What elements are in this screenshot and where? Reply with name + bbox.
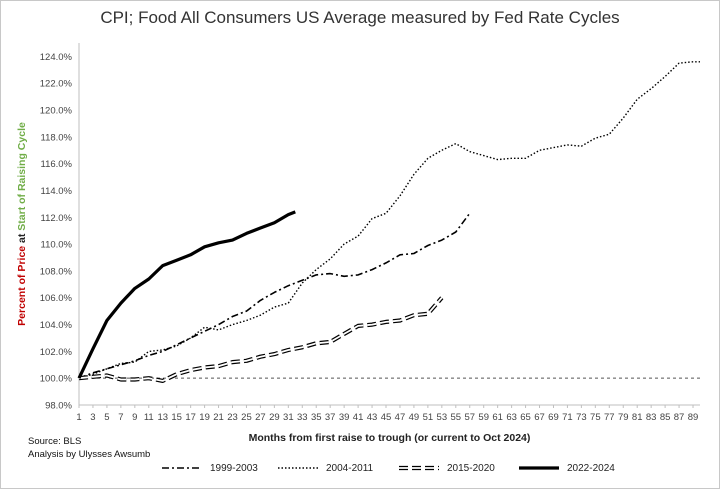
x-tick-label: 41: [353, 412, 364, 423]
chart-title: CPI; Food All Consumers US Average measu…: [100, 8, 620, 27]
x-tick-label: 59: [478, 412, 489, 423]
series-line-2015-2020: [78, 296, 444, 383]
legend: 1999-2003 2004-2011 2015-2020 2022-2024: [0, 458, 720, 478]
x-tick-label: 79: [618, 412, 629, 423]
x-tick-label: 49: [409, 412, 420, 423]
x-tick-label: 11: [144, 412, 154, 423]
x-tick-label: 63: [506, 412, 517, 423]
x-tick-label: 61: [492, 412, 503, 423]
x-tick-label: 75: [590, 412, 601, 423]
x-tick-label: 1: [76, 412, 81, 423]
legend-item: 1999-2003: [160, 458, 258, 478]
y-tick-label: 120.0%: [40, 106, 73, 117]
legend-label: 2004-2011: [326, 462, 374, 474]
x-tick-label: 57: [464, 412, 475, 423]
analysis-note: Analysis by Ulysses Awsumb: [28, 449, 151, 460]
x-tick-label: 67: [534, 412, 545, 423]
legend-label: 1999-2003: [210, 462, 258, 474]
x-tick-label: 7: [118, 412, 123, 423]
x-tick-label: 15: [171, 412, 182, 423]
x-tick-label: 85: [660, 412, 671, 423]
series-line-inner-2015-2020: [78, 297, 443, 382]
y-tick-label: 122.0%: [40, 79, 73, 90]
x-tick-label: 89: [688, 412, 699, 423]
series-line-2022-2024: [77, 210, 296, 379]
x-tick-label: 13: [157, 412, 168, 423]
x-tick-label: 71: [562, 412, 573, 423]
y-tick-label: 112.0%: [40, 213, 72, 224]
x-axis-label: Months from first raise to trough (or cu…: [249, 432, 531, 444]
legend-item: 2004-2011: [276, 458, 373, 478]
legend-swatch: [278, 467, 318, 469]
x-tick-label: 53: [437, 412, 448, 423]
legend-label: 2015-2020: [447, 462, 495, 474]
x-tick-label: 77: [604, 412, 615, 423]
tick-labels: 98.0% 100.0% 102.0% 104.0% 106.0% 108.0% 110.0…: [40, 52, 699, 423]
axes: [78, 43, 700, 406]
legend-swatch: [519, 466, 559, 470]
x-tick-label: 65: [520, 412, 531, 423]
y-tick-label: 104.0%: [40, 320, 73, 331]
y-axis-label-part: Start of Raising Cycle: [16, 122, 28, 231]
x-tick-label: 25: [241, 412, 252, 423]
legend-item: 2022-2024: [517, 458, 615, 478]
legend-item: 2015-2020: [397, 458, 495, 478]
x-tick-label: 27: [255, 412, 266, 423]
x-tick-label: 47: [395, 412, 406, 423]
y-tick-label: 108.0%: [40, 266, 73, 277]
x-tick-label: 35: [311, 412, 322, 423]
x-tick-label: 17: [185, 412, 196, 423]
y-tick-label: 98.0%: [45, 401, 72, 412]
x-tick-label: 33: [297, 412, 308, 423]
x-tick-label: 45: [381, 412, 392, 423]
x-tick-label: 55: [450, 412, 461, 423]
y-axis-label: Percent of Price at Start of Raising Cyc…: [16, 122, 28, 326]
x-tick-label: 39: [339, 412, 350, 423]
x-tick-label: 31: [283, 412, 294, 423]
x-tick-label: 51: [423, 412, 434, 423]
y-axis-label-part: Percent of Price: [16, 246, 28, 326]
x-tick-label: 29: [269, 412, 280, 423]
legend-swatch: [162, 467, 202, 469]
y-tick-label: 118.0%: [40, 132, 72, 143]
x-tick-label: 69: [548, 412, 559, 423]
x-tick-label: 9: [132, 412, 137, 423]
x-tick-label: 5: [104, 412, 109, 423]
y-tick-label: 124.0%: [40, 52, 73, 63]
legend-swatch: [399, 465, 439, 471]
y-tick-label: 110.0%: [40, 240, 72, 251]
x-tick-label: 23: [227, 412, 238, 423]
y-axis-label-part: at: [16, 231, 28, 246]
y-tick-label: 102.0%: [40, 347, 73, 358]
x-tick-label: 81: [632, 412, 643, 423]
legend-label: 2022-2024: [567, 462, 615, 474]
y-tick-label: 114.0%: [40, 186, 72, 197]
x-tick-label: 3: [90, 412, 95, 423]
x-tick-label: 87: [674, 412, 685, 423]
x-tick-label: 21: [213, 412, 224, 423]
source-note: Source: BLS: [28, 436, 82, 447]
y-tick-label: 116.0%: [40, 159, 72, 170]
x-tick-label: 73: [576, 412, 587, 423]
x-tick-label: 37: [325, 412, 336, 423]
series-line-1999-2003: [78, 212, 471, 379]
series-line-2004-2011: [78, 61, 700, 379]
y-tick-label: 106.0%: [40, 293, 73, 304]
series-group: [77, 61, 700, 383]
x-tick-label: 83: [646, 412, 657, 423]
y-tick-label: 100.0%: [40, 374, 73, 385]
x-tick-label: 43: [367, 412, 378, 423]
x-tick-label: 19: [199, 412, 210, 423]
